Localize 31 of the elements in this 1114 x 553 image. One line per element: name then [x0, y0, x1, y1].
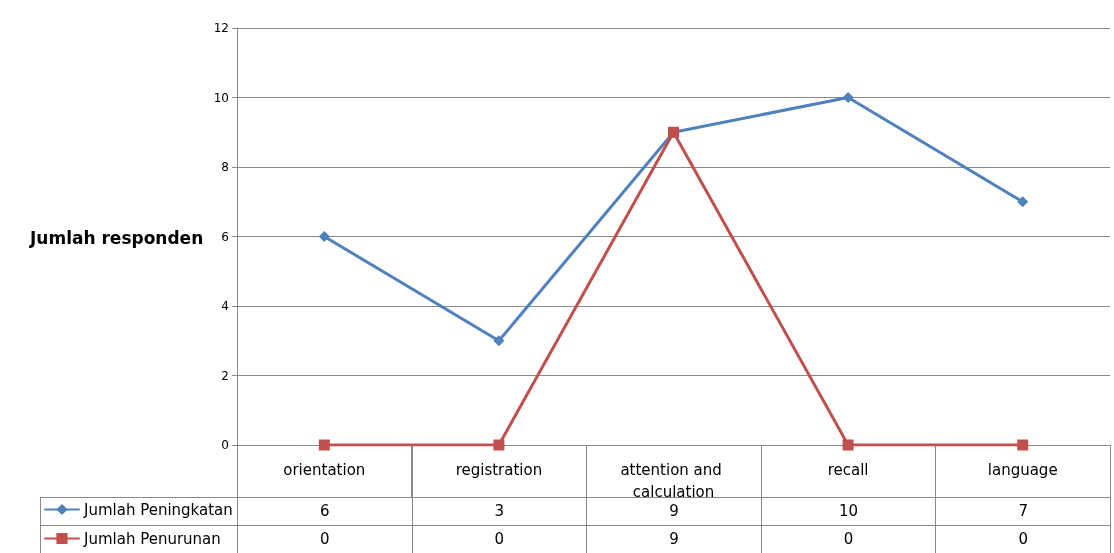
- legend-label: Jumlah Peningkatan: [83, 500, 233, 519]
- y-tick-label: 4: [221, 299, 229, 313]
- y-tick-label: 2: [221, 368, 229, 383]
- point: [1017, 439, 1029, 451]
- y-tick-label: 8: [221, 160, 229, 174]
- point: [1017, 196, 1029, 208]
- x-tick-label: orientation: [283, 461, 366, 479]
- point: [318, 439, 330, 451]
- data-label: 0: [761, 525, 936, 553]
- data-label: 10: [761, 497, 936, 525]
- point: [842, 439, 854, 451]
- y-tick-label: 0: [221, 438, 229, 452]
- legend-label: Jumlah Penurunan: [83, 529, 221, 548]
- point: [493, 335, 505, 347]
- data-label: 0: [935, 525, 1111, 553]
- data-label: 9: [669, 502, 679, 520]
- data-label: 3: [412, 497, 587, 525]
- x-tick-label: recall: [827, 461, 869, 479]
- y-tick-label: 10: [213, 90, 229, 105]
- point: [493, 439, 505, 451]
- data-label: 0: [412, 525, 587, 553]
- y-tick-label: 12: [213, 21, 229, 35]
- point: [318, 231, 330, 242]
- x-tick-label: attention and calculation: [620, 461, 727, 501]
- data-label: 7: [935, 497, 1111, 525]
- x-tick-label: registration: [455, 461, 543, 479]
- y-tick-label: 6: [221, 229, 229, 244]
- data-label: 9: [586, 525, 762, 553]
- x-tick-label: language: [987, 461, 1058, 479]
- y-axis-title: Jumlah responden: [30, 228, 204, 248]
- point: [842, 92, 854, 103]
